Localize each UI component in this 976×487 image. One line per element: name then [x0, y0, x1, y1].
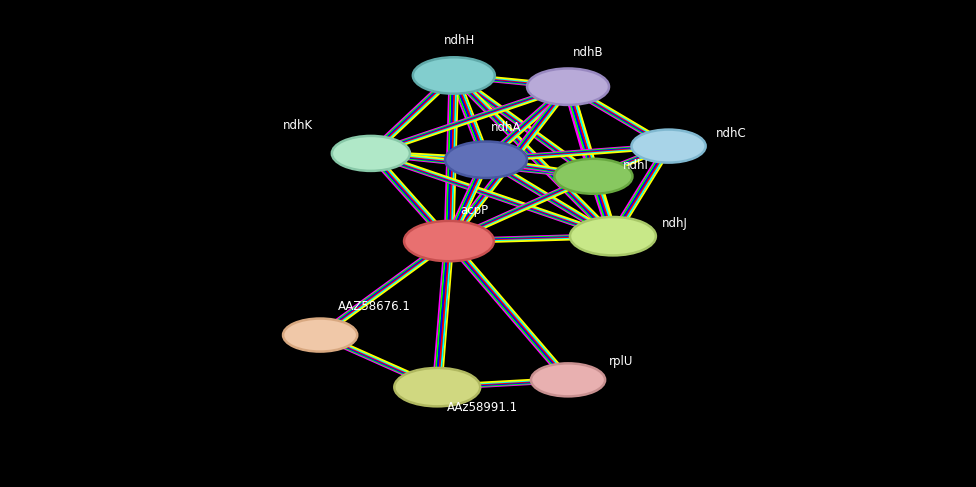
Text: ndhJ: ndhJ: [662, 217, 688, 230]
Text: rplU: rplU: [609, 355, 633, 368]
Text: ndhC: ndhC: [715, 127, 747, 140]
Ellipse shape: [394, 368, 480, 406]
Text: ndhB: ndhB: [573, 46, 603, 59]
Ellipse shape: [404, 221, 494, 261]
Text: ndhI: ndhI: [623, 159, 649, 172]
Ellipse shape: [531, 363, 605, 396]
Ellipse shape: [332, 136, 410, 171]
Text: ndhA: ndhA: [491, 121, 521, 134]
Text: ndhH: ndhH: [444, 34, 475, 47]
Ellipse shape: [413, 57, 495, 94]
Text: acpP: acpP: [461, 204, 489, 217]
Ellipse shape: [570, 217, 656, 255]
Text: AAz58991.1: AAz58991.1: [447, 401, 518, 414]
Ellipse shape: [283, 318, 357, 352]
Ellipse shape: [445, 142, 527, 178]
Text: AAZ58676.1: AAZ58676.1: [338, 300, 411, 313]
Text: ndhK: ndhK: [283, 119, 313, 132]
Ellipse shape: [554, 159, 632, 194]
Ellipse shape: [527, 69, 609, 105]
Ellipse shape: [631, 130, 706, 163]
